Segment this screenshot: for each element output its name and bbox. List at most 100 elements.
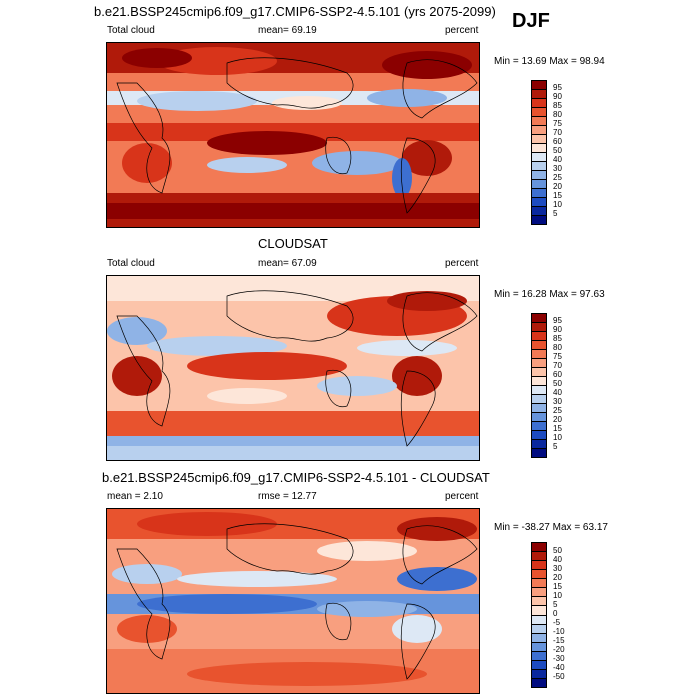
panel1-tick: 50 bbox=[553, 146, 562, 155]
panel2-tick: 20 bbox=[553, 415, 562, 424]
panel1-tick: 60 bbox=[553, 137, 562, 146]
colorbar-swatch bbox=[532, 162, 546, 171]
colorbar-swatch bbox=[532, 615, 546, 625]
panel1-title: b.e21.BSSP245cmip6.f09_g17.CMIP6-SSP2-4.… bbox=[94, 4, 496, 19]
colorbar-swatch bbox=[532, 189, 546, 198]
panel3-tick: 50 bbox=[553, 546, 562, 555]
colorbar-swatch bbox=[532, 561, 546, 571]
panel2-contour-field bbox=[107, 276, 479, 460]
panel2-tick: 85 bbox=[553, 334, 562, 343]
panel2-tick: 70 bbox=[553, 361, 562, 370]
panel3-tick: -20 bbox=[553, 645, 565, 654]
panel2-minmax-label: Min = 16.28 Max = 97.63 bbox=[494, 289, 605, 300]
panel3-tick: 10 bbox=[553, 591, 562, 600]
panel3-tick: -15 bbox=[553, 636, 565, 645]
panel1-minmax-label: Min = 13.69 Max = 98.94 bbox=[494, 56, 605, 67]
panel3-tick: 30 bbox=[553, 564, 562, 573]
panel2-tick: 30 bbox=[553, 397, 562, 406]
panel1-tick: 70 bbox=[553, 128, 562, 137]
colorbar-swatch bbox=[532, 99, 546, 108]
panel1-tick: 15 bbox=[553, 191, 562, 200]
panel1-units-label: percent bbox=[445, 25, 479, 36]
panel3-tick: -10 bbox=[553, 627, 565, 636]
colorbar-swatch bbox=[532, 386, 546, 395]
colorbar-swatch bbox=[532, 606, 546, 616]
colorbar-swatch bbox=[532, 350, 546, 359]
panel2-tick: 80 bbox=[553, 343, 562, 352]
panel2-title: CLOUDSAT bbox=[258, 236, 328, 251]
colorbar-swatch bbox=[532, 90, 546, 99]
panel3-contour-field bbox=[107, 509, 479, 693]
colorbar-swatch bbox=[532, 117, 546, 126]
colorbar-swatch bbox=[532, 413, 546, 422]
panel1-variable-label: Total cloud bbox=[107, 25, 155, 36]
panel2-tick: 10 bbox=[553, 433, 562, 442]
panel3-mean-label: mean = 2.10 bbox=[107, 491, 163, 502]
panel2-colorbar bbox=[531, 313, 547, 458]
panel1-tick: 10 bbox=[553, 200, 562, 209]
colorbar-swatch bbox=[532, 207, 546, 216]
panel1-tick: 20 bbox=[553, 182, 562, 191]
panel1-tick: 85 bbox=[553, 101, 562, 110]
colorbar-swatch bbox=[532, 108, 546, 117]
panel3-tick: 20 bbox=[553, 573, 562, 582]
colorbar-swatch bbox=[532, 543, 546, 553]
colorbar-swatch bbox=[532, 153, 546, 162]
colorbar-swatch bbox=[532, 395, 546, 404]
panel1-tick: 25 bbox=[553, 173, 562, 182]
panel3-title: b.e21.BSSP245cmip6.f09_g17.CMIP6-SSP2-4.… bbox=[102, 470, 490, 485]
panel3-tick: 15 bbox=[553, 582, 562, 591]
colorbar-swatch bbox=[532, 135, 546, 144]
panel3-colorbar bbox=[531, 542, 547, 688]
colorbar-swatch bbox=[532, 422, 546, 431]
colorbar-swatch bbox=[532, 377, 546, 386]
panel1-contour-field bbox=[107, 43, 479, 227]
colorbar-swatch bbox=[532, 449, 546, 457]
panel1-tick: 80 bbox=[553, 110, 562, 119]
colorbar-swatch bbox=[532, 431, 546, 440]
panel2-map bbox=[106, 275, 480, 461]
colorbar-swatch bbox=[532, 144, 546, 153]
panel3-units-label: percent bbox=[445, 491, 479, 502]
colorbar-swatch bbox=[532, 660, 546, 670]
panel2-tick: 40 bbox=[553, 388, 562, 397]
panel1-tick: 90 bbox=[553, 92, 562, 101]
panel1-colorbar bbox=[531, 80, 547, 225]
colorbar-swatch bbox=[532, 651, 546, 661]
colorbar-swatch bbox=[532, 126, 546, 135]
panel2-units-label: percent bbox=[445, 258, 479, 269]
panel1-map bbox=[106, 42, 480, 228]
colorbar-swatch bbox=[532, 368, 546, 377]
season-label: DJF bbox=[512, 10, 550, 32]
colorbar-swatch bbox=[532, 669, 546, 679]
panel2-tick: 95 bbox=[553, 316, 562, 325]
colorbar-swatch bbox=[532, 216, 546, 224]
panel3-map bbox=[106, 508, 480, 694]
colorbar-swatch bbox=[532, 314, 546, 323]
colorbar-swatch bbox=[532, 171, 546, 180]
panel2-tick: 60 bbox=[553, 370, 562, 379]
colorbar-swatch bbox=[532, 323, 546, 332]
panel3-tick: -5 bbox=[553, 618, 561, 627]
colorbar-swatch bbox=[532, 588, 546, 598]
panel3-rmse-label: rmse = 12.77 bbox=[258, 491, 317, 502]
panel2-tick: 75 bbox=[553, 352, 562, 361]
panel2-mean-label: mean= 67.09 bbox=[258, 258, 317, 269]
colorbar-swatch bbox=[532, 552, 546, 562]
panel3-tick: 5 bbox=[553, 600, 558, 609]
panel3-tick: 0 bbox=[553, 609, 558, 618]
colorbar-swatch bbox=[532, 579, 546, 589]
panel2-tick: 50 bbox=[553, 379, 562, 388]
panel2-tick: 25 bbox=[553, 406, 562, 415]
panel1-tick: 40 bbox=[553, 155, 562, 164]
panel3-tick: -30 bbox=[553, 654, 565, 663]
panel3-tick: -40 bbox=[553, 663, 565, 672]
colorbar-swatch bbox=[532, 678, 546, 687]
colorbar-swatch bbox=[532, 332, 546, 341]
panel2-variable-label: Total cloud bbox=[107, 258, 155, 269]
panel2-tick: 5 bbox=[553, 442, 558, 451]
panel1-tick: 30 bbox=[553, 164, 562, 173]
panel1-tick: 75 bbox=[553, 119, 562, 128]
panel1-tick: 95 bbox=[553, 83, 562, 92]
colorbar-swatch bbox=[532, 81, 546, 90]
